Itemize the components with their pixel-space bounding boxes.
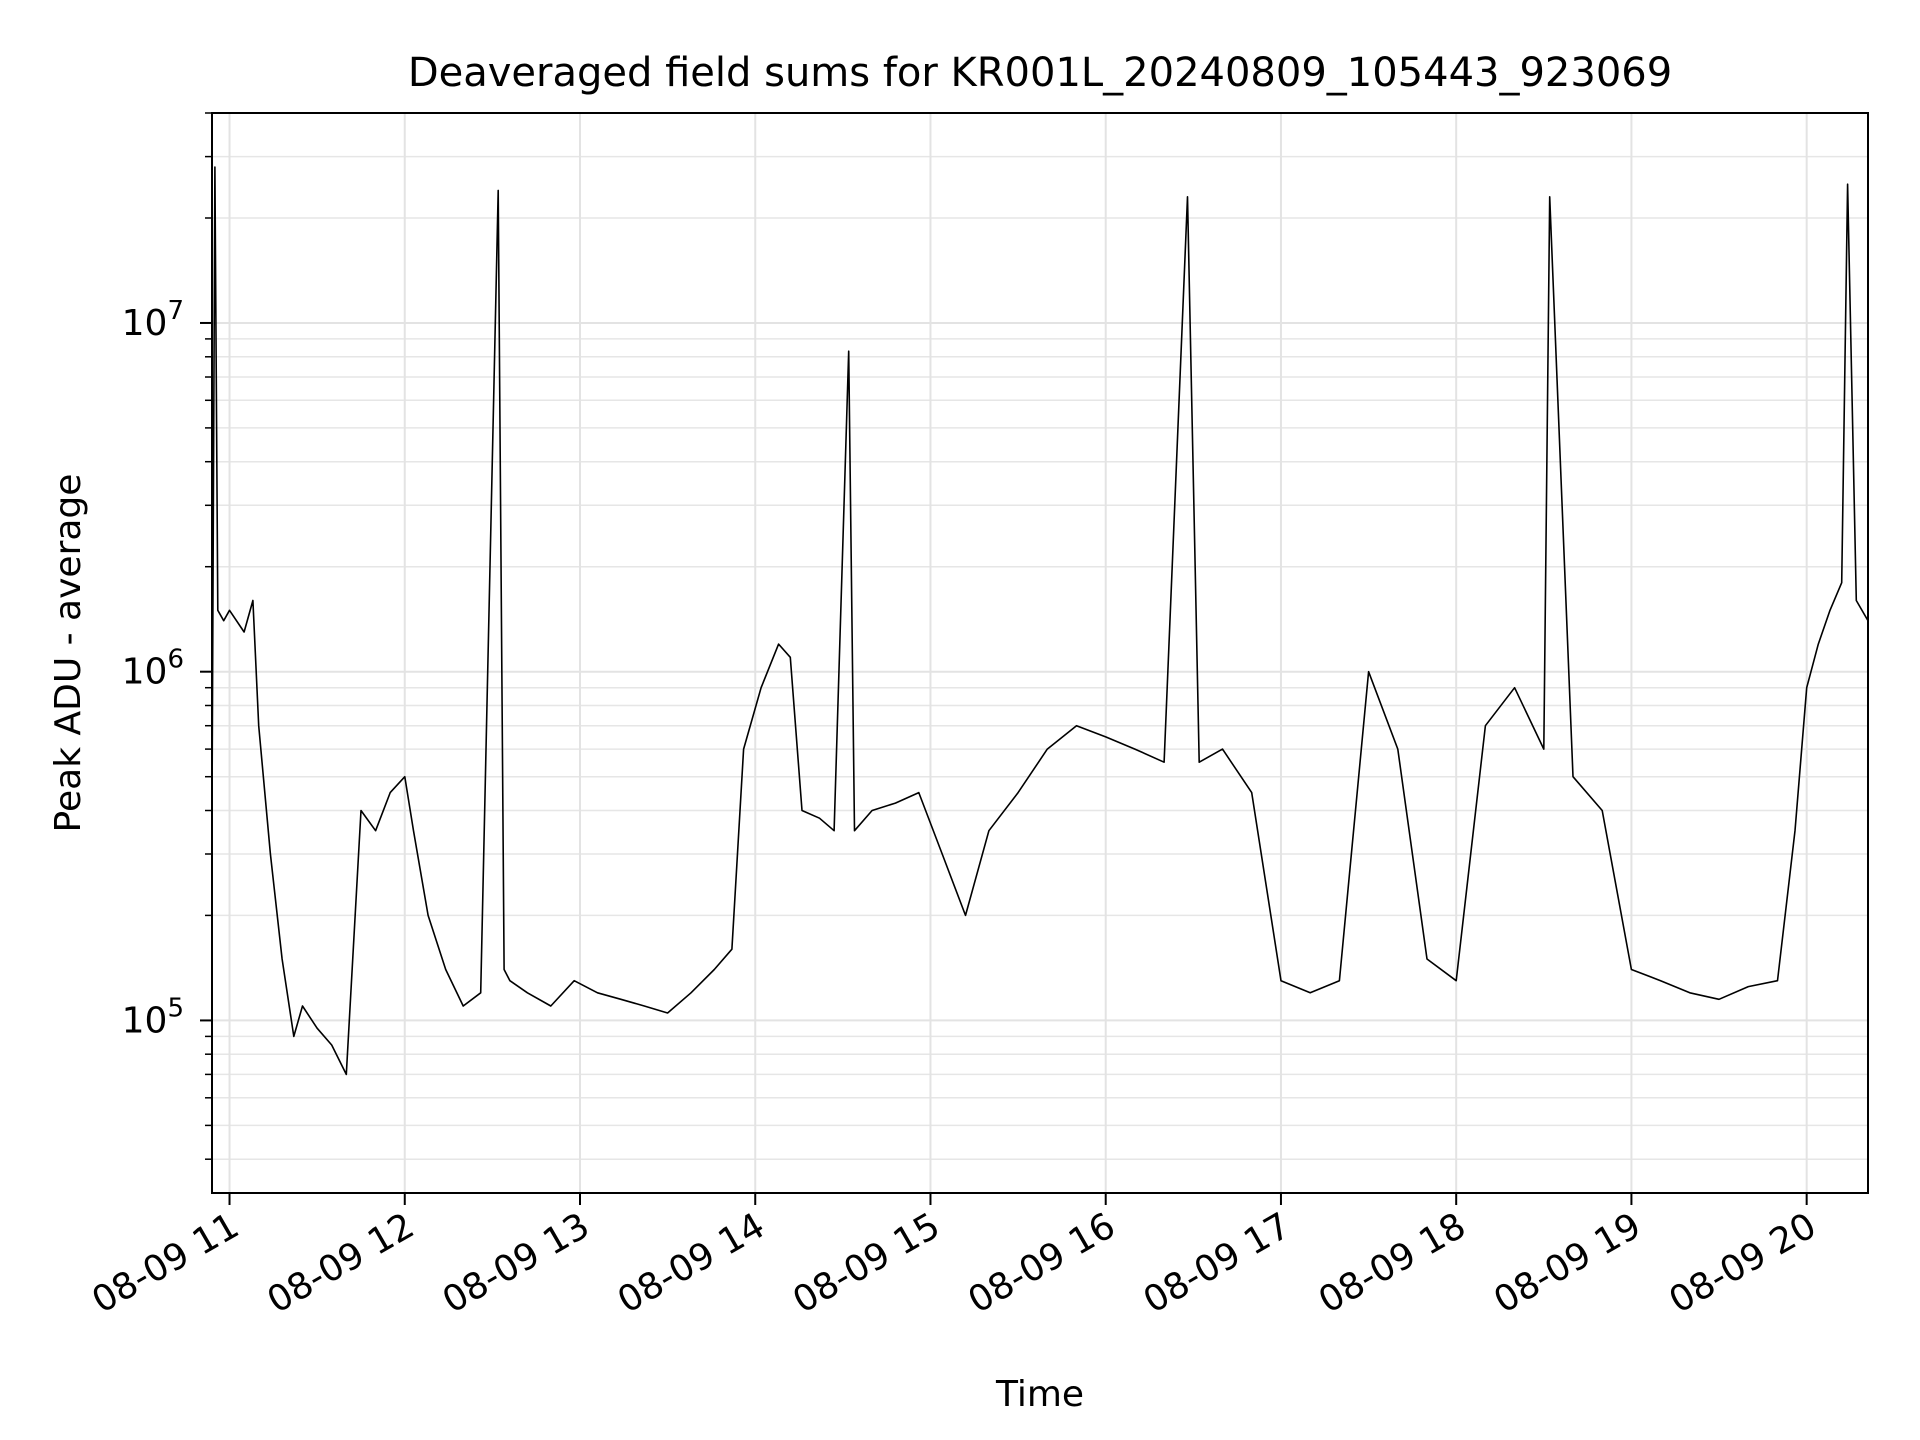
- series-layer: [212, 166, 1868, 1076]
- y-axis-label: Peak ADU - average: [48, 474, 89, 833]
- minor-grid: [212, 112, 1868, 1160]
- y-tick-label: 105: [122, 993, 184, 1041]
- x-axis-label: Time: [995, 1374, 1084, 1415]
- plot-frame: [211, 112, 1869, 1194]
- series-line: [212, 166, 1868, 1076]
- chart-title: Deaveraged field sums for KR001L_2024080…: [408, 50, 1672, 96]
- plot-background: [212, 113, 1868, 1193]
- y-tick-label: 106: [122, 645, 184, 693]
- major-grid: [212, 113, 1868, 1193]
- y-tick-label: 107: [122, 296, 184, 344]
- y-axis: 105 106 107: [122, 112, 212, 1160]
